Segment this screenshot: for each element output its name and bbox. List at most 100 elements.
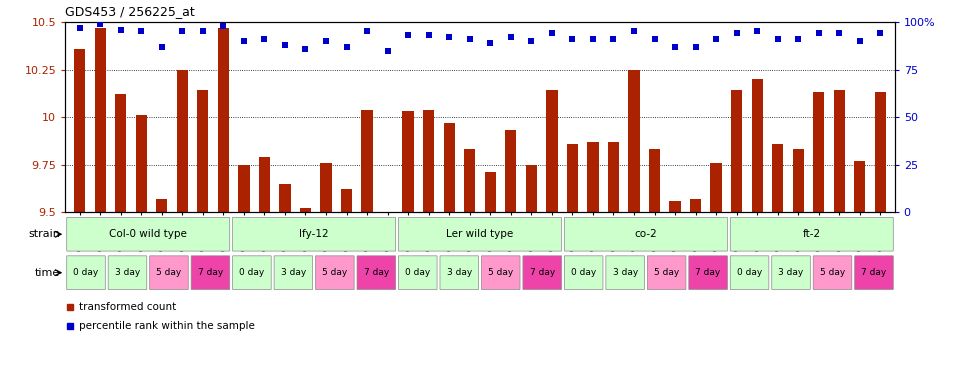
Bar xyxy=(731,90,742,212)
Point xyxy=(298,46,313,52)
Text: 3 day: 3 day xyxy=(115,268,140,277)
FancyBboxPatch shape xyxy=(232,256,271,290)
Bar xyxy=(341,190,352,212)
Bar xyxy=(752,79,763,212)
Point xyxy=(133,29,149,34)
FancyBboxPatch shape xyxy=(606,256,644,290)
Bar xyxy=(710,163,722,212)
Text: percentile rank within the sample: percentile rank within the sample xyxy=(80,321,255,331)
Text: 0 day: 0 day xyxy=(737,268,762,277)
FancyBboxPatch shape xyxy=(67,217,229,251)
Point xyxy=(544,30,560,36)
FancyBboxPatch shape xyxy=(398,256,437,290)
Bar xyxy=(464,149,475,212)
Bar xyxy=(526,165,537,212)
Text: 5 day: 5 day xyxy=(654,268,680,277)
Bar xyxy=(588,142,599,212)
FancyBboxPatch shape xyxy=(316,256,354,290)
Point xyxy=(319,38,334,44)
Point xyxy=(216,23,231,29)
Bar xyxy=(649,149,660,212)
Bar xyxy=(485,172,496,212)
Point xyxy=(586,36,601,42)
Point xyxy=(750,29,765,34)
Bar xyxy=(259,157,270,212)
Bar xyxy=(94,28,106,212)
FancyBboxPatch shape xyxy=(67,256,106,290)
Text: transformed count: transformed count xyxy=(80,302,177,312)
Point xyxy=(811,30,827,36)
Point xyxy=(647,36,662,42)
Text: 7 day: 7 day xyxy=(198,268,223,277)
FancyBboxPatch shape xyxy=(232,217,396,251)
FancyBboxPatch shape xyxy=(854,256,893,290)
Text: ft-2: ft-2 xyxy=(803,229,821,239)
Bar xyxy=(321,163,331,212)
Bar xyxy=(608,142,619,212)
Point xyxy=(503,34,518,40)
Bar xyxy=(115,94,127,212)
Point xyxy=(256,36,272,42)
Point xyxy=(72,25,87,31)
Point xyxy=(195,29,210,34)
Point xyxy=(729,30,744,36)
FancyBboxPatch shape xyxy=(731,256,769,290)
Point xyxy=(852,38,868,44)
Bar xyxy=(854,161,866,212)
Text: 0 day: 0 day xyxy=(405,268,430,277)
Point xyxy=(339,44,354,50)
Point xyxy=(442,34,457,40)
FancyBboxPatch shape xyxy=(482,256,520,290)
Bar xyxy=(444,123,455,212)
Point xyxy=(421,32,437,38)
Bar xyxy=(156,199,167,212)
FancyBboxPatch shape xyxy=(731,217,893,251)
Text: 3 day: 3 day xyxy=(612,268,637,277)
FancyBboxPatch shape xyxy=(564,217,728,251)
Bar xyxy=(772,144,783,212)
Bar xyxy=(423,109,434,212)
Bar xyxy=(833,90,845,212)
Bar xyxy=(813,92,825,212)
Bar xyxy=(566,144,578,212)
Point xyxy=(564,36,580,42)
Text: 0 day: 0 day xyxy=(239,268,265,277)
Text: 0 day: 0 day xyxy=(73,268,99,277)
FancyBboxPatch shape xyxy=(108,256,147,290)
Point xyxy=(236,38,252,44)
FancyBboxPatch shape xyxy=(564,256,603,290)
Text: lfy-12: lfy-12 xyxy=(300,229,329,239)
Point xyxy=(113,27,129,33)
Text: 3 day: 3 day xyxy=(779,268,804,277)
FancyBboxPatch shape xyxy=(440,256,478,290)
Bar xyxy=(402,111,414,212)
FancyBboxPatch shape xyxy=(275,256,313,290)
Bar xyxy=(382,212,394,214)
Point xyxy=(770,36,785,42)
Text: strain: strain xyxy=(29,229,60,239)
Bar xyxy=(629,70,639,212)
Text: Ler wild type: Ler wild type xyxy=(446,229,514,239)
Point xyxy=(667,44,683,50)
Point xyxy=(523,38,539,44)
Text: co-2: co-2 xyxy=(635,229,658,239)
Bar xyxy=(74,49,85,212)
FancyBboxPatch shape xyxy=(813,256,852,290)
Bar xyxy=(238,165,250,212)
Point xyxy=(380,48,396,53)
Text: 7 day: 7 day xyxy=(695,268,721,277)
FancyBboxPatch shape xyxy=(647,256,685,290)
Point xyxy=(626,29,641,34)
Text: Col-0 wild type: Col-0 wild type xyxy=(109,229,187,239)
Point xyxy=(400,32,416,38)
Bar xyxy=(279,184,291,212)
Point xyxy=(92,21,108,27)
Point xyxy=(462,36,477,42)
Text: GDS453 / 256225_at: GDS453 / 256225_at xyxy=(65,5,195,18)
Point xyxy=(155,44,170,50)
Point xyxy=(688,44,704,50)
Point xyxy=(831,30,847,36)
Point xyxy=(483,40,498,46)
Point xyxy=(606,36,621,42)
Bar xyxy=(793,149,804,212)
